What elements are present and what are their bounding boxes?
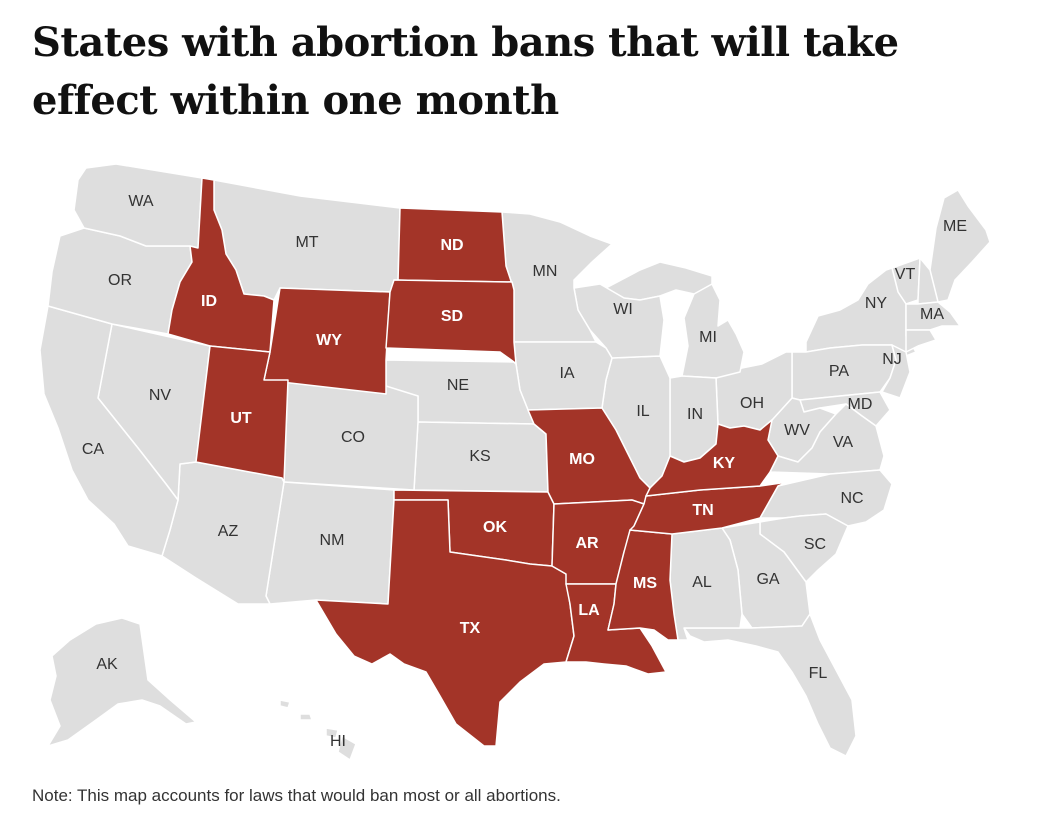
- state-label-MS: MS: [633, 575, 657, 592]
- map-title: States with abortion bans that will take…: [32, 19, 899, 124]
- state-label-MI: MI: [699, 329, 717, 346]
- state-label-KY: KY: [713, 455, 736, 472]
- state-HI[interactable]: [279, 699, 357, 761]
- state-label-IL: IL: [636, 403, 649, 420]
- state-label-WY: WY: [316, 332, 342, 349]
- state-label-SD: SD: [441, 308, 463, 325]
- state-label-IN: IN: [687, 406, 703, 423]
- state-label-VA: VA: [833, 434, 853, 451]
- state-ID[interactable]: [167, 177, 275, 353]
- state-label-PA: PA: [829, 363, 849, 380]
- state-label-NC: NC: [840, 490, 863, 507]
- state-label-VT: VT: [895, 266, 916, 283]
- state-label-SC: SC: [804, 536, 826, 553]
- state-label-NM: NM: [320, 532, 345, 549]
- state-label-WI: WI: [613, 301, 633, 318]
- state-label-ME: ME: [943, 218, 967, 235]
- state-label-TN: TN: [692, 502, 713, 519]
- state-KY[interactable]: [645, 419, 779, 497]
- state-TX[interactable]: [315, 499, 575, 747]
- state-label-CA: CA: [82, 441, 105, 458]
- state-label-NE: NE: [447, 377, 469, 394]
- state-label-FL: FL: [809, 665, 828, 682]
- state-label-ID: ID: [201, 293, 217, 310]
- state-label-KS: KS: [469, 448, 490, 465]
- state-CT-RI[interactable]: [905, 329, 937, 353]
- state-CA[interactable]: [39, 305, 179, 557]
- state-AK[interactable]: [47, 617, 197, 747]
- state-WA[interactable]: [73, 163, 203, 249]
- state-UT[interactable]: [195, 345, 289, 483]
- state-label-NV: NV: [149, 387, 172, 404]
- map-note: Note: This map accounts for laws that wo…: [32, 786, 561, 805]
- state-label-AZ: AZ: [218, 523, 239, 540]
- state-label-IA: IA: [559, 365, 574, 382]
- state-label-MN: MN: [533, 263, 558, 280]
- state-label-OK: OK: [483, 519, 507, 536]
- state-label-LA: LA: [578, 602, 600, 619]
- state-label-GA: GA: [756, 571, 779, 588]
- state-ME[interactable]: [929, 189, 991, 303]
- state-label-CO: CO: [341, 429, 365, 446]
- state-label-MO: MO: [569, 451, 595, 468]
- state-MS[interactable]: [607, 529, 679, 641]
- state-label-WA: WA: [128, 193, 154, 210]
- state-label-OH: OH: [740, 395, 764, 412]
- state-label-MD: MD: [848, 396, 873, 413]
- state-SD[interactable]: [385, 279, 517, 365]
- state-label-UT: UT: [230, 410, 252, 427]
- state-FL[interactable]: [683, 613, 857, 757]
- state-label-AL: AL: [692, 574, 712, 591]
- state-label-TX: TX: [460, 620, 481, 637]
- state-label-NJ: NJ: [882, 351, 902, 368]
- state-label-ND: ND: [440, 237, 463, 254]
- state-NJ[interactable]: [881, 344, 911, 399]
- state-label-AR: AR: [575, 535, 599, 552]
- state-label-OR: OR: [108, 272, 132, 289]
- state-label-AK: AK: [96, 656, 118, 673]
- state-label-WV: WV: [784, 422, 810, 439]
- state-label-MA: MA: [920, 306, 944, 323]
- state-label-HI: HI: [330, 733, 346, 750]
- state-label-MT: MT: [295, 234, 318, 251]
- state-label-NY: NY: [865, 295, 888, 312]
